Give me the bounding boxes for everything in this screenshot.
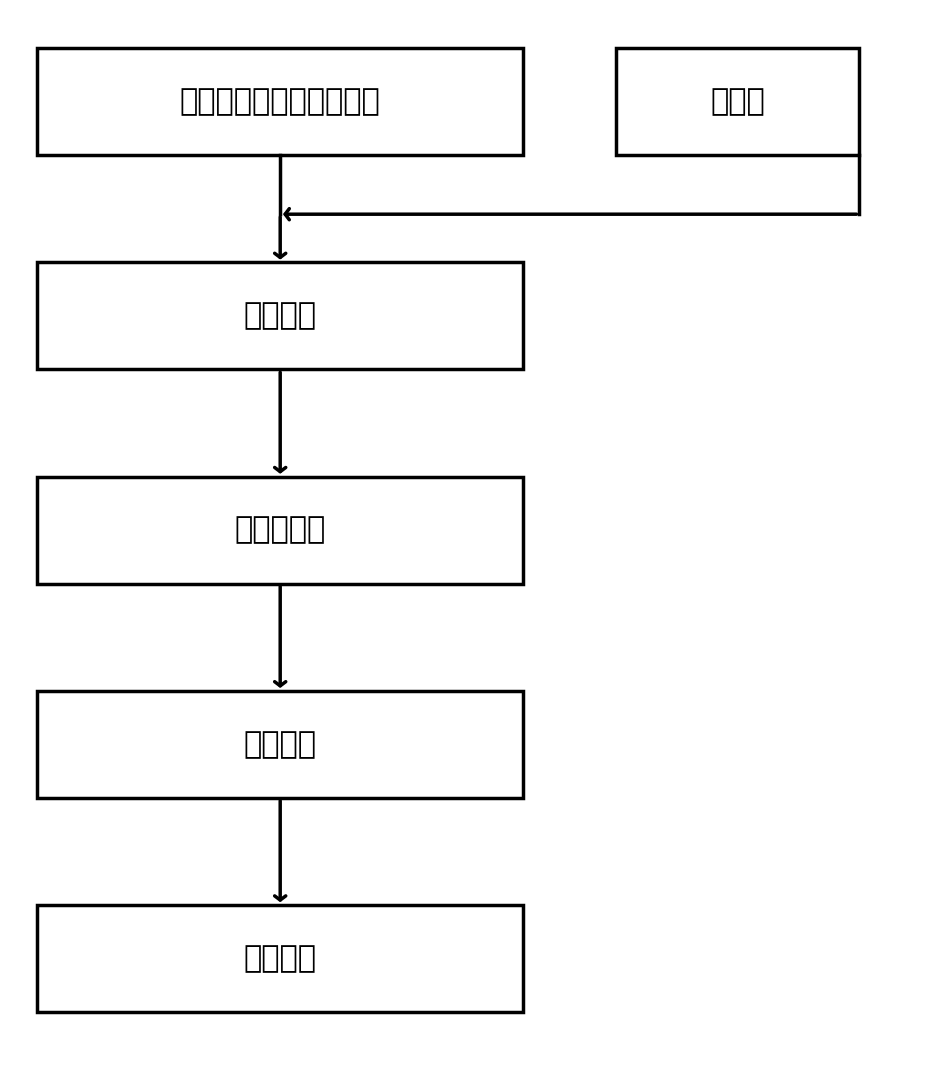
Bar [616,48,859,155]
Text: 高温炉熔融: 高温炉熔融 [234,515,326,545]
Bar [37,477,523,584]
Text: 成丝成棉: 成丝成棉 [244,729,317,759]
Text: 湿法冶金红土镍矿浸出渣: 湿法冶金红土镍矿浸出渣 [180,87,380,117]
Bar [37,48,523,155]
Bar [37,905,523,1012]
Text: 物料混合: 物料混合 [244,301,317,331]
Bar [37,262,523,369]
Bar [37,691,523,798]
Text: 调制剂: 调制剂 [711,87,765,117]
Text: 固化成板: 固化成板 [244,944,317,974]
